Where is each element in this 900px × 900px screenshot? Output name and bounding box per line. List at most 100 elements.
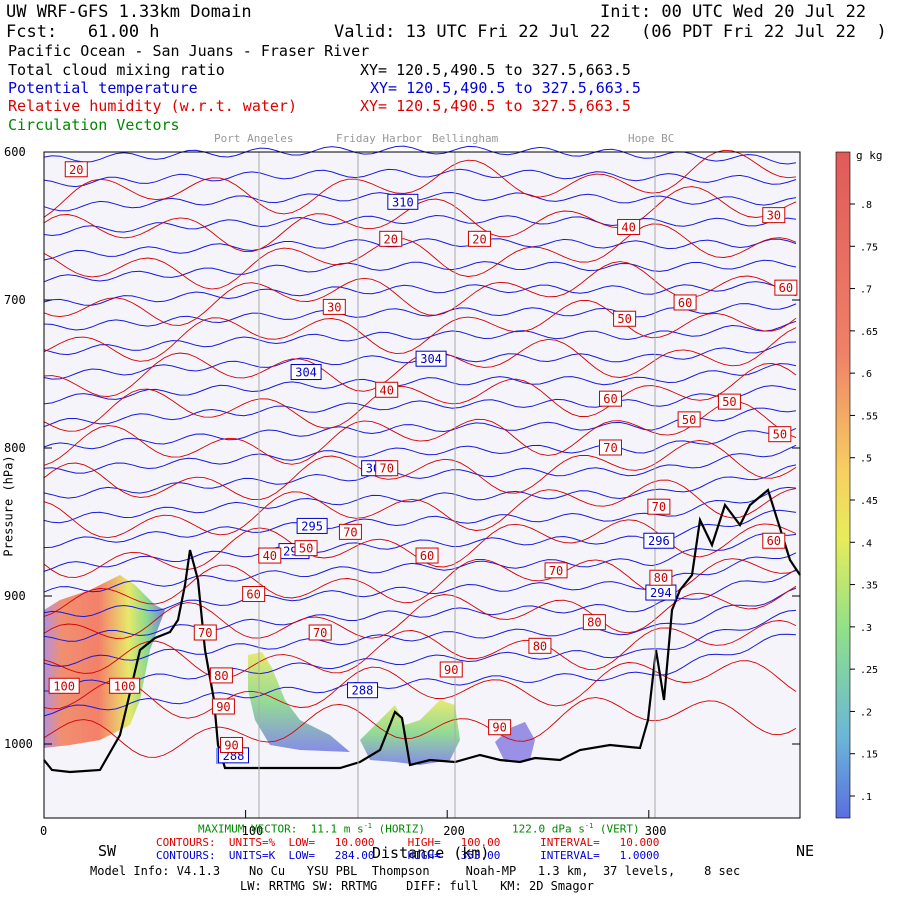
- theta-contour: [43, 444, 797, 499]
- field-label-vectors: Circulation Vectors: [8, 116, 180, 134]
- theta-contour: [43, 191, 797, 212]
- rh-label-box: [415, 547, 439, 564]
- theta-contour: [43, 259, 797, 283]
- rh-label: 60: [678, 296, 692, 310]
- rh-label-box: [762, 532, 786, 549]
- field-label-cloud: Total cloud mixing ratio: [8, 61, 225, 79]
- colorbar-units: g kg: [856, 149, 883, 162]
- rh-label: 60: [603, 392, 617, 406]
- colorbar-tick-label: .7: [860, 285, 872, 296]
- rh-label: 20: [384, 232, 398, 246]
- rh-contour: [43, 660, 797, 719]
- rh-contour: [43, 299, 797, 362]
- rh-label-box: [322, 298, 346, 315]
- colorbar-ticks: .8 .75 .7 .65 .6 .55 .5 .45 .4 .35 .3 .25 .2 .15 .1: [850, 200, 878, 803]
- rh-label: 70: [549, 564, 563, 578]
- rh-label-box: [582, 614, 606, 631]
- theta-label: 295: [301, 519, 323, 533]
- rh-label: 20: [69, 163, 83, 177]
- rh-label: 90: [492, 721, 506, 735]
- y-tick-label: 1000: [4, 737, 33, 751]
- theta-contour: [43, 407, 797, 450]
- colorbar-tick-label: .55: [860, 411, 878, 422]
- theta-label-box: [415, 350, 447, 367]
- rh-contour: [43, 362, 797, 432]
- rh-label: 50: [722, 395, 736, 409]
- rh-label: 80: [533, 639, 547, 653]
- rh-label-box: [613, 310, 637, 327]
- theta-contour-info: CONTOURS: UNITS=K LOW= 284.00 HIGH= 353.…: [156, 849, 660, 862]
- colorbar-tick-label: .5: [860, 454, 872, 465]
- x-tick-label: 0: [40, 824, 47, 838]
- rh-label: 30: [327, 300, 341, 314]
- theta-contour: [43, 385, 797, 428]
- colorbar-tick-label: .75: [860, 242, 878, 253]
- theta-contour: [43, 303, 797, 331]
- rh-label: 90: [444, 663, 458, 677]
- theta-label: 294: [650, 586, 672, 600]
- x-tick-label: 200: [443, 824, 465, 838]
- rh-label-box: [338, 523, 362, 540]
- theta-label-box: [347, 682, 379, 699]
- rh-contour: [43, 223, 797, 290]
- place-friday-harbor: Friday Harbor: [336, 132, 423, 145]
- rh-label-box: [647, 498, 671, 515]
- rh-label-box: [219, 736, 243, 753]
- theta-contour: [43, 533, 797, 593]
- place-port-angeles: Port Angeles: [214, 132, 294, 145]
- theta-label: 296: [648, 534, 670, 548]
- rh-label: 90: [224, 738, 238, 752]
- rh-label-box: [544, 562, 568, 579]
- model-title: UW WRF-GFS 1.33km Domain: [6, 2, 252, 22]
- rh-label-box: [598, 439, 622, 456]
- rh-label: 20: [472, 232, 486, 246]
- rh-label-box: [242, 586, 266, 603]
- colorbar-tick-label: .3: [860, 623, 872, 634]
- rh-label-box: [375, 460, 399, 477]
- colorbar-tick-label: .35: [860, 581, 878, 592]
- rh-label-box: [673, 294, 697, 311]
- place-hope-bc: Hope BC: [628, 132, 675, 145]
- colorbar-tick-label: .65: [860, 327, 878, 338]
- colorbar-tick-label: .4: [860, 538, 872, 549]
- max-vector-horiz: MAXIMUM VECTOR: 11.1 m s-1 (HORIZ): [198, 822, 425, 836]
- model-info-physics: LW: RRTMG SW: RRTMG DIFF: full KM: 2D Sm…: [240, 879, 595, 893]
- rh-label-box: [677, 411, 701, 428]
- rh-contour: [43, 149, 797, 218]
- rh-contour: [43, 439, 797, 501]
- rh-label-box: [294, 540, 318, 557]
- rh-label-box: [488, 719, 512, 736]
- theta-label-box: [296, 517, 328, 534]
- theta-label-box: [643, 532, 675, 549]
- rh-label-box: [308, 624, 332, 641]
- rh-label-box: [762, 207, 786, 224]
- field-xy-theta: XY= 120.5,490.5 to 327.5,663.5: [370, 79, 641, 97]
- place-bellingham: Bellingham: [432, 132, 499, 145]
- model-info: Model Info: V4.1.3 No Cu YSU PBL Thompso…: [90, 864, 741, 878]
- rh-label: 70: [313, 626, 327, 640]
- rh-label: 80: [587, 616, 601, 630]
- terrain-line: [43, 488, 801, 774]
- rh-label: 30: [767, 209, 781, 223]
- rh-label: 40: [263, 549, 277, 563]
- y-axis-label: Pressure (hPa): [1, 455, 16, 557]
- colorbar-tick-label: .15: [860, 750, 878, 761]
- rh-label-box: [774, 279, 798, 296]
- rh-label: 50: [617, 312, 631, 326]
- axes: 600 700 800 900 1000 0 100 200 300: [4, 145, 800, 838]
- theta-label: 310: [392, 195, 414, 209]
- rh-label-box: [439, 661, 463, 678]
- rh-label-box: [193, 624, 217, 641]
- rh-contour: [43, 585, 797, 639]
- rh-contour: [43, 479, 797, 539]
- rh-contour: [43, 261, 797, 326]
- field-xy-rh: XY= 120.5,490.5 to 327.5,663.5: [360, 97, 631, 115]
- rh-label: 40: [379, 383, 393, 397]
- cloud-mixing-ratio-shading: [44, 575, 535, 765]
- colorbar-tick-label: .25: [860, 665, 878, 676]
- plot-frame: [43, 151, 801, 819]
- right-direction: NE: [796, 842, 815, 860]
- rh-label-box: [717, 393, 741, 410]
- field-xy-cloud: XY= 120.5,490.5 to 327.5,663.5: [360, 61, 631, 79]
- theta-contour: [43, 633, 797, 717]
